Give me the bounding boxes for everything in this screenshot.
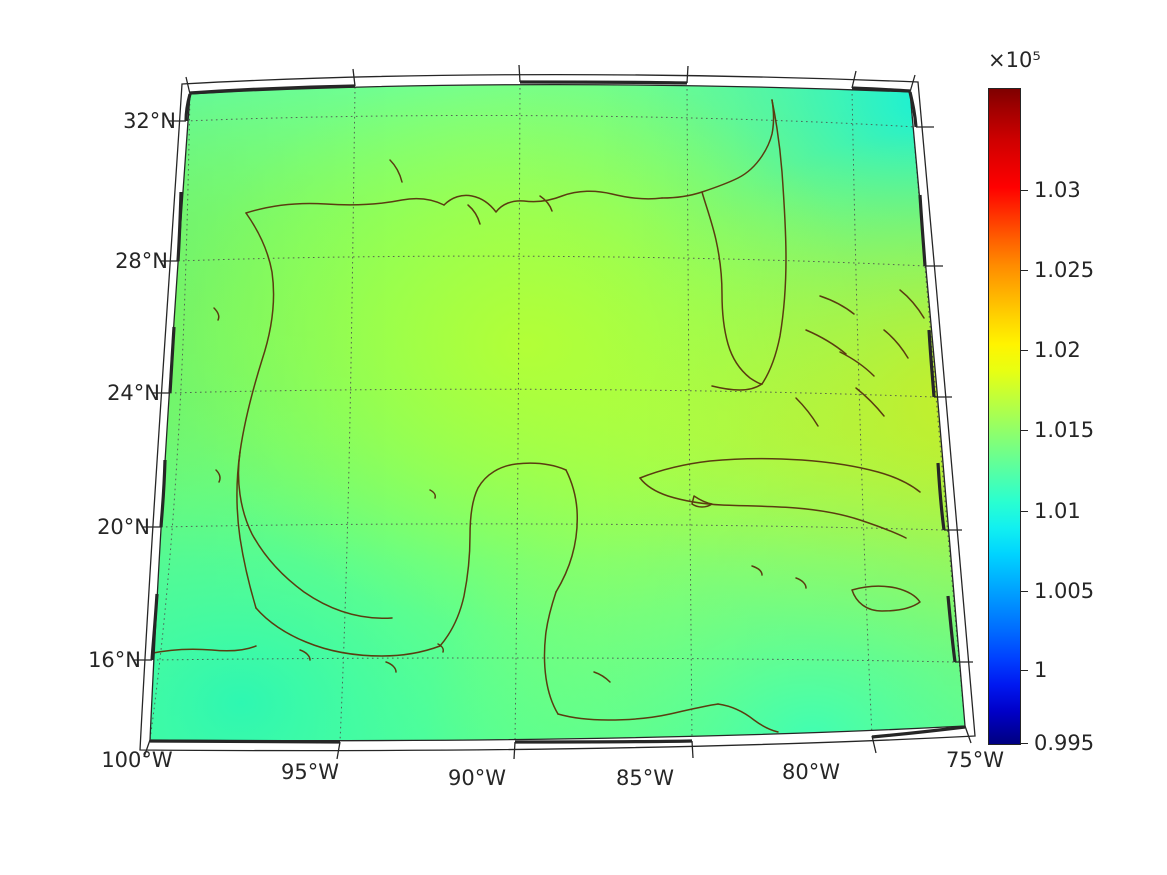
lat-tick-label-28n: 28°N (115, 249, 168, 273)
lat-tick-label-32n: 32°N (123, 109, 176, 133)
frame-ticks-right (908, 91, 957, 663)
colorbar[interactable]: 1.03 1.025 1.02 1.015 1.01 1.005 1 0.995 (988, 88, 1094, 755)
graticule-lines (150, 84, 965, 741)
colorbar-label-1: 1 (1034, 658, 1048, 683)
colorbar-label-1-025: 1.025 (1034, 258, 1095, 282)
colorbar-label-1-005: 1.005 (1034, 578, 1095, 603)
lon-tick-label-95w: 95°W (281, 760, 339, 784)
colorbar-gradient (988, 88, 1021, 745)
frame-ticks-bottom (149, 725, 966, 744)
colorbar-tick-1-015 (1021, 430, 1028, 432)
frame-ticks-left (150, 93, 192, 661)
lon-tick-label-75w: 75°W (946, 748, 1004, 772)
colorbar-label-0-995: 0.995 (1034, 731, 1095, 756)
colorbar-label-1-01: 1.01 (1034, 498, 1081, 523)
frame-ticks-top (189, 80, 911, 95)
lon-tick-label-85w: 85°W (616, 766, 674, 790)
lat-tick-label-24n: 24°N (107, 381, 160, 405)
lat-tick-label-16n: 16°N (88, 648, 141, 672)
lon-tick-label-80w: 80°W (782, 760, 840, 784)
colorbar-tick-1-025 (1021, 270, 1028, 271)
lon-tick-label-100w: 100°W (101, 748, 173, 772)
colorbar-label-1-02: 1.02 (1034, 338, 1081, 363)
axis-tick-marks (134, 64, 973, 760)
lat-tick-label-20n: 20°N (97, 515, 150, 539)
colorbar-tick-1-02 (1021, 350, 1028, 352)
lon-tick-label-90w: 90°W (448, 766, 506, 790)
colorbar-tick-1-03 (1021, 189, 1028, 191)
colorbar-tick-0-995 (1021, 743, 1028, 745)
colorbar-tick-1-005 (1021, 590, 1028, 592)
colorbar-exponent-text: ×10⁵ (988, 48, 1041, 72)
colorbar-tick-1 (1021, 670, 1028, 672)
colorbar-label-1-03: 1.03 (1034, 177, 1081, 202)
pressure-field (150, 84, 965, 741)
colorbar-tick-1-01 (1021, 510, 1028, 512)
colorbar-exponent-label: ×10⁵ (988, 48, 1041, 72)
colorbar-label-1-015: 1.015 (1034, 418, 1095, 443)
coastlines (150, 99, 925, 733)
